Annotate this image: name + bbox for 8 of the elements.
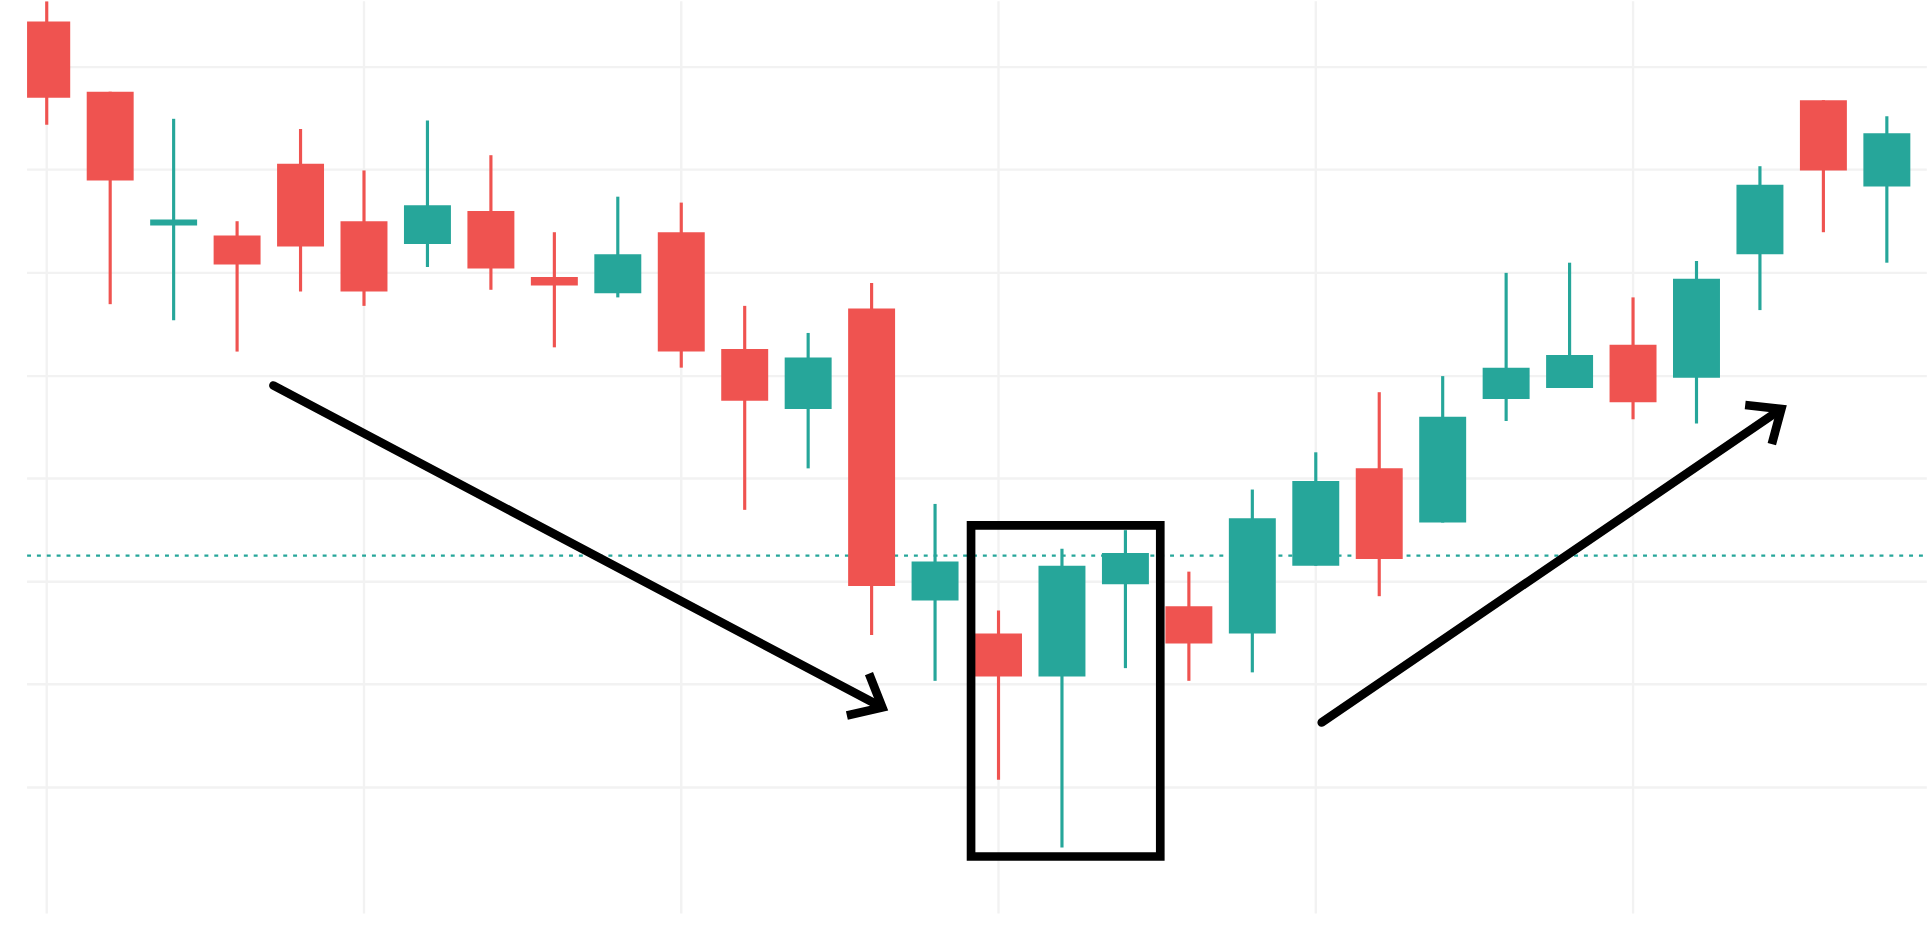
candlestick — [975, 608, 1022, 782]
candlestick — [594, 194, 642, 299]
candlestick — [1482, 270, 1530, 423]
candlestick — [403, 118, 451, 269]
candlestick — [1165, 569, 1213, 683]
candlestick — [213, 219, 261, 353]
candlestick — [1546, 260, 1594, 390]
candlestick — [530, 230, 578, 349]
